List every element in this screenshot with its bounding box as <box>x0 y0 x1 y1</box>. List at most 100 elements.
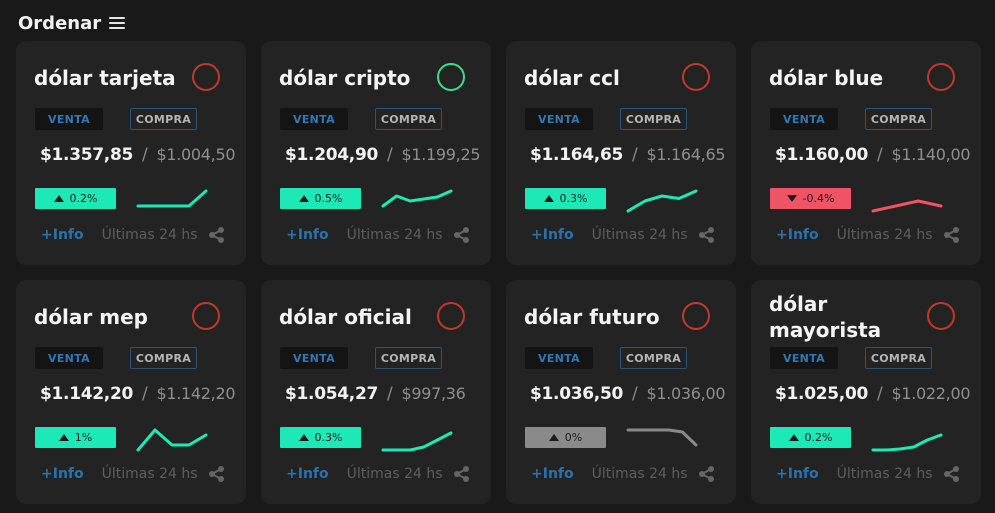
sparkline-chart <box>136 189 208 208</box>
quote-card: dólar blue VENTA COMPRA $1.160,00 / $1.140… <box>751 41 981 265</box>
compra-tab[interactable]: COMPRA <box>620 108 687 130</box>
venta-tab[interactable]: VENTA <box>280 108 348 130</box>
favorite-toggle-icon[interactable] <box>927 63 955 91</box>
sparkline-line <box>871 433 943 452</box>
venta-tab[interactable]: VENTA <box>525 108 593 130</box>
venta-tab[interactable]: VENTA <box>525 347 593 369</box>
card-footer: +Info Últimas 24 hs <box>776 226 961 244</box>
price-separator: / <box>142 384 148 404</box>
change-badge: 0.5% <box>280 188 361 209</box>
trend-arrow-icon <box>543 195 554 202</box>
favorite-toggle-icon[interactable] <box>682 302 710 330</box>
quote-title: dólar tarjeta <box>34 66 176 90</box>
price-separator: / <box>632 384 638 404</box>
sparkline-chart <box>871 199 943 213</box>
venta-tab[interactable]: VENTA <box>770 347 838 369</box>
more-info-link[interactable]: +Info <box>286 227 329 243</box>
sparkline-line <box>381 189 453 208</box>
price-row: $1.357,85 / $1.004,50 <box>40 145 236 165</box>
buy-price: $1.199,25 <box>401 145 481 164</box>
more-info-link[interactable]: +Info <box>41 466 84 482</box>
change-percent: -0.4% <box>802 192 835 205</box>
sell-price: $1.204,90 <box>285 145 379 165</box>
trend-arrow-icon <box>53 195 64 202</box>
venta-tab[interactable]: VENTA <box>770 108 838 130</box>
sparkline-line <box>381 431 453 452</box>
price-row: $1.054,27 / $997,36 <box>285 384 466 404</box>
buy-price: $1.004,50 <box>156 145 236 164</box>
share-icon[interactable] <box>453 465 471 483</box>
favorite-toggle-icon[interactable] <box>437 302 465 330</box>
compra-tab[interactable]: COMPRA <box>865 108 932 130</box>
favorite-toggle-icon[interactable] <box>682 63 710 91</box>
trend-arrow-icon <box>786 195 797 202</box>
share-icon[interactable] <box>943 226 961 244</box>
more-info-link[interactable]: +Info <box>286 466 329 482</box>
compra-tab[interactable]: COMPRA <box>865 347 932 369</box>
change-badge: -0.4% <box>770 188 851 209</box>
compra-tab[interactable]: COMPRA <box>375 347 442 369</box>
change-percent: 0.3% <box>559 192 588 205</box>
share-icon[interactable] <box>208 226 226 244</box>
quote-title: dólar ccl <box>524 66 620 90</box>
compra-tab[interactable]: COMPRA <box>130 108 197 130</box>
favorite-toggle-icon[interactable] <box>192 302 220 330</box>
share-icon[interactable] <box>208 465 226 483</box>
trend-arrow-icon <box>58 434 69 441</box>
favorite-toggle-icon[interactable] <box>927 302 955 330</box>
favorite-toggle-icon[interactable] <box>437 63 465 91</box>
price-separator: / <box>877 145 883 165</box>
quote-card: dólar futuro VENTA COMPRA $1.036,50/$1.0… <box>506 280 736 504</box>
sparkline-line <box>626 428 698 447</box>
period-label: Últimas 24 hs <box>836 466 933 482</box>
venta-tab[interactable]: VENTA <box>35 347 103 369</box>
compra-tab[interactable]: COMPRA <box>130 347 197 369</box>
share-icon[interactable] <box>943 465 961 483</box>
sell-price: $1.357,85 <box>40 145 134 165</box>
trend-arrow-icon <box>298 195 309 202</box>
favorite-toggle-icon[interactable] <box>192 63 220 91</box>
compra-tab[interactable]: COMPRA <box>620 347 687 369</box>
more-info-link[interactable]: +Info <box>41 227 84 243</box>
price-separator: / <box>387 384 393 404</box>
share-icon[interactable] <box>698 465 716 483</box>
trend-arrow-icon <box>298 434 309 441</box>
period-label: Últimas 24 hs <box>346 466 443 482</box>
quote-title: dólar blue <box>769 66 884 90</box>
change-percent: 0.3% <box>314 431 343 444</box>
period-label: Últimas 24 hs <box>346 227 443 243</box>
share-icon[interactable] <box>453 226 471 244</box>
sparkline-chart <box>626 189 698 213</box>
more-info-link[interactable]: +Info <box>776 466 819 482</box>
venta-tab[interactable]: VENTA <box>280 347 348 369</box>
sparkline-line <box>626 189 698 213</box>
more-info-link[interactable]: +Info <box>531 227 574 243</box>
change-percent: 1% <box>74 431 93 444</box>
sparkline-chart <box>626 428 698 447</box>
share-icon[interactable] <box>698 226 716 244</box>
card-footer: +Info Últimas 24 hs <box>286 465 471 483</box>
change-percent: 0.5% <box>314 192 343 205</box>
change-badge: 0.3% <box>525 188 606 209</box>
trend-arrow-icon <box>548 434 559 441</box>
venta-tab[interactable]: VENTA <box>35 108 103 130</box>
change-badge: 0.3% <box>280 427 361 448</box>
sell-price: $1.025,00 <box>775 384 869 404</box>
compra-tab[interactable]: COMPRA <box>375 108 442 130</box>
period-label: Últimas 24 hs <box>101 227 198 243</box>
quote-card: dólar tarjeta VENTA COMPRA $1.357,85/$1.… <box>16 41 246 265</box>
more-info-link[interactable]: +Info <box>531 466 574 482</box>
quote-card: dólar oficial VENTA COMPRA $1.054,27 / $99… <box>261 280 491 504</box>
more-info-link[interactable]: +Info <box>776 227 819 243</box>
quote-title: dólar cripto <box>279 66 411 90</box>
sell-price: $1.142,20 <box>40 384 134 404</box>
card-footer: +Info Últimas 24 hs <box>531 226 716 244</box>
sparkline-chart <box>381 189 453 208</box>
price-row: $1.164,65 / $1.164,65 <box>530 145 726 165</box>
sell-price: $1.164,65 <box>530 145 624 165</box>
sort-label[interactable]: Ordenar <box>18 12 102 34</box>
sparkline-line <box>136 189 208 208</box>
card-footer: +Info Últimas 24 hs <box>531 465 716 483</box>
period-label: Últimas 24 hs <box>101 466 198 482</box>
hamburger-menu-icon[interactable] <box>109 17 126 29</box>
